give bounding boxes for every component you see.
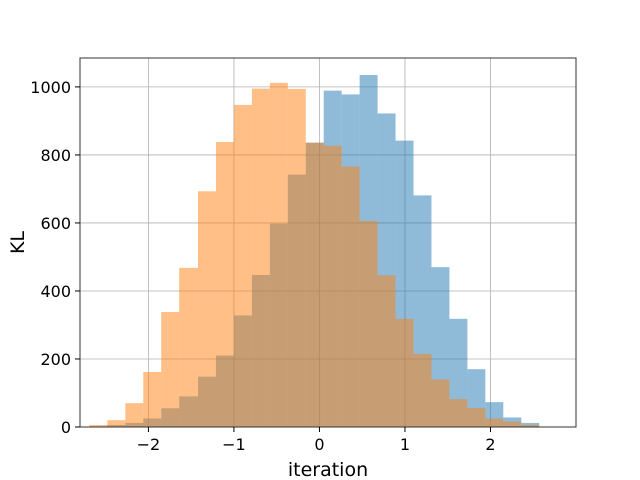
axis-ticks: −2 −1 0 1 2 0 200 400 600 800 1000: [30, 78, 495, 454]
plot-frame: [79, 57, 577, 428]
x-tick-label: 2: [485, 435, 495, 454]
y-axis-title: KL: [7, 231, 29, 254]
histogram-bar-series-2: [251, 88, 270, 428]
y-tick-label: 200: [40, 350, 71, 369]
histogram-bar-series-2: [485, 418, 504, 427]
histogram-bar-series-2: [269, 82, 288, 428]
histogram-bar-series-2: [305, 142, 324, 427]
histogram-bar-series-2: [143, 371, 162, 427]
histogram-bar-series-2: [89, 424, 108, 427]
histogram-bar-series-2: [413, 353, 432, 427]
histogram-bar-series-2: [125, 403, 144, 427]
histogram-bar-series-2: [215, 142, 234, 428]
x-tick-label: 1: [400, 435, 410, 454]
histogram-bar-series-2: [395, 318, 414, 427]
histogram-bar-series-2: [198, 191, 216, 427]
histogram-bar-series-2: [161, 312, 180, 427]
y-tick-label: 0: [61, 418, 71, 437]
bars: [89, 75, 540, 428]
histogram-bar-series-2: [359, 220, 378, 427]
histogram-bar-series-2: [521, 424, 540, 427]
histogram-bar-series-2: [377, 275, 396, 427]
histogram-bar-series-2: [323, 145, 342, 427]
histogram-bar-series-2: [107, 420, 126, 427]
histogram-bar-series-2: [431, 379, 450, 427]
histogram-bar-series-2: [503, 421, 522, 427]
histogram-bar-series-2: [287, 88, 306, 427]
y-tick-label: 800: [40, 146, 71, 165]
x-tick-label: −1: [222, 435, 246, 454]
y-tick-label: 400: [40, 282, 71, 301]
histogram-bar-series-2: [179, 267, 199, 427]
y-tick-label: 600: [40, 214, 71, 233]
histogram-bar-series-2: [449, 399, 468, 427]
x-tick-label: −2: [137, 435, 161, 454]
y-tick-label: 1000: [30, 78, 71, 97]
histogram-bar-series-2: [467, 407, 486, 427]
histogram-bar-series-2: [233, 104, 252, 428]
x-axis-title: iteration: [288, 459, 368, 480]
histogram-bar-series-2: [341, 166, 360, 428]
x-tick-label: 0: [314, 435, 324, 454]
